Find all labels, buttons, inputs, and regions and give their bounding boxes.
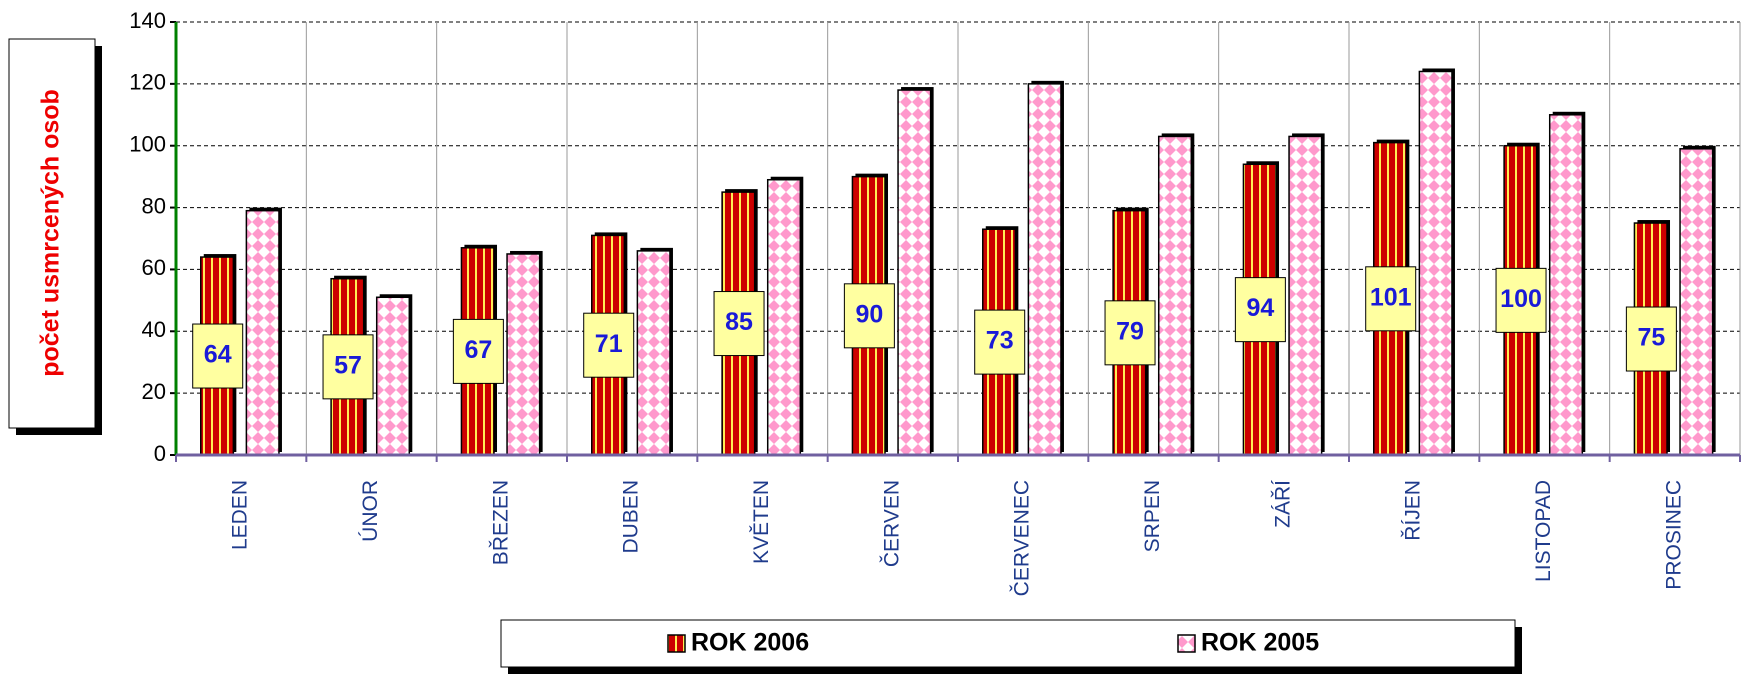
y-label-box	[8, 38, 96, 429]
y-tick-label: 100	[129, 132, 166, 157]
y-tick-label: 120	[129, 70, 166, 95]
value-label-box	[583, 312, 635, 378]
value-label: 64	[204, 341, 232, 369]
value-label: 94	[1246, 294, 1274, 322]
bar	[1418, 70, 1453, 456]
bar	[1157, 135, 1193, 456]
y-tick-label: 60	[142, 255, 166, 280]
value-label: 75	[1637, 324, 1665, 352]
x-tick-label: ZÁŘÍ	[1271, 480, 1294, 528]
x-tick-label: LISTOPAD	[1532, 480, 1555, 582]
value-label: 90	[855, 300, 883, 328]
bar	[636, 250, 671, 456]
y-tick-label: 80	[142, 193, 166, 218]
value-label: 85	[725, 308, 753, 336]
bar	[1288, 135, 1323, 456]
legend-label: ROK 2005	[1201, 629, 1319, 657]
value-label-box	[974, 309, 1026, 375]
value-label: 79	[1116, 317, 1144, 345]
legend-swatch	[667, 634, 686, 653]
bar	[897, 89, 932, 456]
value-label: 67	[464, 336, 492, 364]
value-label: 100	[1500, 285, 1542, 313]
legend-box	[500, 619, 1516, 668]
bar	[375, 296, 411, 456]
bar	[506, 253, 541, 456]
x-tick-label: PROSINEC	[1662, 480, 1685, 590]
legend-label: ROK 2006	[691, 629, 809, 657]
x-tick-label: KVĚTEN	[750, 480, 773, 564]
value-label: 71	[595, 330, 623, 358]
value-label-box	[452, 318, 504, 384]
value-label-box	[843, 283, 895, 349]
x-tick-label: ČERVENEC	[1011, 480, 1034, 596]
value-label-box	[1234, 277, 1286, 343]
value-label: 57	[334, 351, 362, 379]
value-label-box	[1104, 300, 1156, 366]
x-tick-label: ÚNOR	[359, 480, 382, 542]
y-axis-label: počet usmrcených osob	[37, 89, 65, 377]
x-tick-label: DUBEN	[620, 480, 643, 554]
bar	[766, 178, 802, 456]
y-tick-label: 0	[154, 441, 166, 466]
legend-swatch	[1177, 634, 1196, 653]
x-tick-label: ŘÍJEN	[1402, 480, 1425, 541]
x-tick-label: BŘEZEN	[489, 480, 512, 565]
value-label-box	[1495, 267, 1547, 333]
value-label-box	[192, 323, 244, 389]
value-label: 73	[986, 327, 1014, 355]
value-label-box	[1625, 306, 1677, 372]
x-tick-label: ČERVEN	[880, 480, 903, 567]
bar	[1679, 148, 1714, 456]
y-tick-label: 140	[129, 8, 166, 33]
bar	[245, 209, 280, 456]
y-tick-label: 20	[142, 379, 166, 404]
x-tick-label: SRPEN	[1141, 480, 1164, 552]
value-label-box	[713, 291, 765, 357]
value-label-box	[322, 334, 374, 400]
x-tick-label: LEDEN	[229, 480, 252, 550]
y-tick-label: 40	[142, 317, 166, 342]
value-label: 101	[1370, 283, 1412, 311]
value-label-box	[1365, 266, 1417, 332]
bar	[1027, 83, 1062, 456]
bar	[1548, 114, 1584, 456]
